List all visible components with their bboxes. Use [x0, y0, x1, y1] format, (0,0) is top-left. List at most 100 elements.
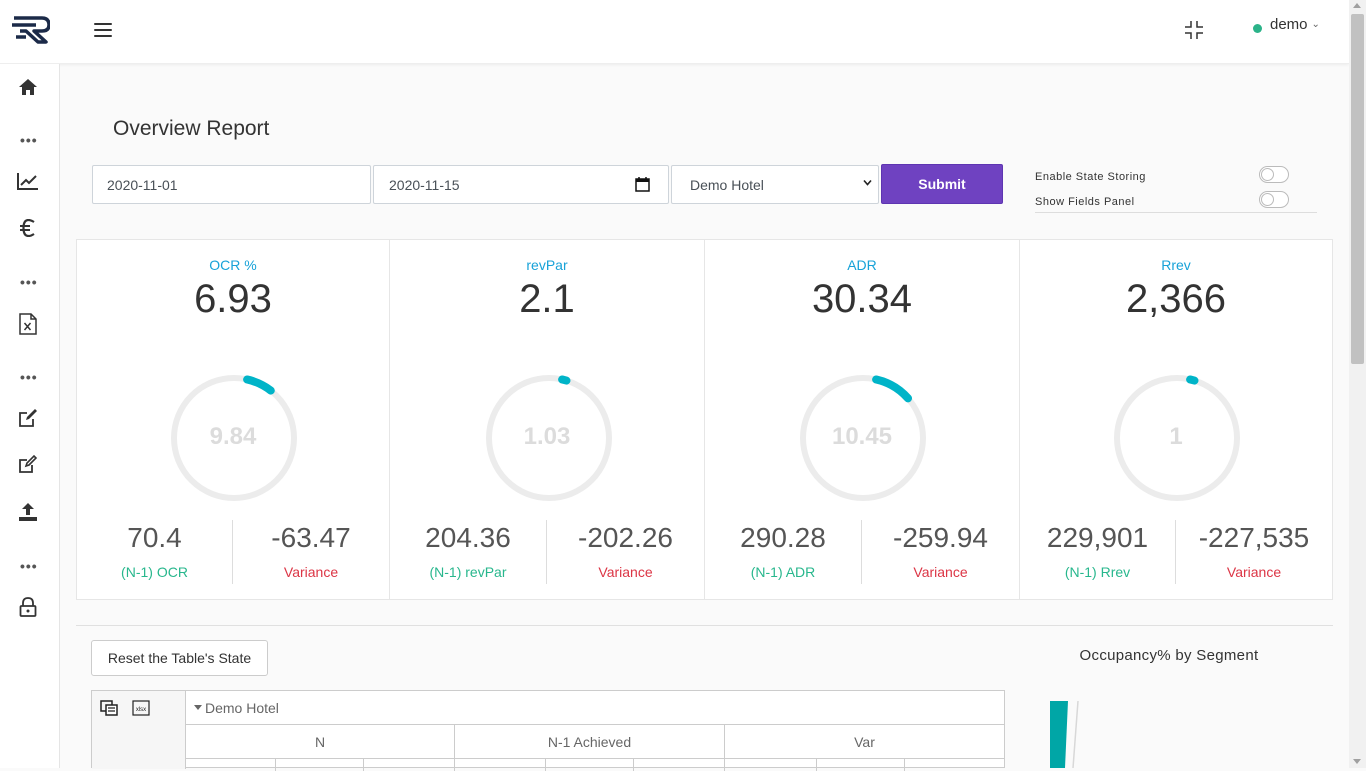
- n1-value: 229,901: [1046, 522, 1149, 553]
- toggle-divider: [1035, 212, 1317, 213]
- submit-button[interactable]: Submit: [881, 164, 1003, 204]
- copy-table-icon[interactable]: [100, 700, 118, 716]
- pivot-subheader-cell: [276, 759, 364, 771]
- sidebar-separator-dots: •••: [20, 558, 38, 574]
- excel-file-icon: [19, 313, 37, 335]
- kpi-n1: 290.28 (N-1) ADR: [705, 520, 862, 584]
- variance-value: -202.26: [578, 522, 673, 553]
- export-xlsx-icon[interactable]: xlsx: [132, 700, 150, 716]
- kpi-n1: 204.36 (N-1) revPar: [390, 520, 547, 584]
- state-storing-label: Enable State Storing: [1035, 171, 1146, 183]
- online-status-icon: [1253, 24, 1262, 33]
- pivot-column-var[interactable]: Var: [725, 725, 1004, 759]
- sidebar-item-excel[interactable]: [15, 312, 41, 336]
- n1-label: (N-1) OCR: [121, 564, 188, 580]
- exit-fullscreen-icon[interactable]: [1184, 20, 1204, 40]
- start-date-input[interactable]: 2020-11-01: [92, 165, 371, 204]
- segment-chart: [1050, 700, 1079, 768]
- fields-panel-toggle[interactable]: [1259, 191, 1289, 208]
- user-menu[interactable]: demo ⌄: [1253, 16, 1320, 33]
- menu-toggle-icon[interactable]: [94, 23, 112, 39]
- variance-label: Variance: [913, 564, 968, 580]
- euro-icon: [20, 219, 35, 237]
- kpi-n1: 229,901 (N-1) Rrev: [1020, 520, 1176, 584]
- pivot-subheader-cell: [364, 759, 455, 771]
- variance-label: Variance: [1226, 564, 1282, 580]
- scroll-up-icon[interactable]: [1353, 3, 1361, 8]
- toggle-knob: [1261, 168, 1274, 181]
- kpi-n1: 70.4 (N-1) OCR: [77, 520, 233, 584]
- variance-value: -259.94: [893, 522, 988, 553]
- n1-label: (N-1) ADR: [750, 564, 816, 580]
- sidebar-item-lock[interactable]: [15, 595, 41, 619]
- svg-text:xlsx: xlsx: [136, 707, 146, 713]
- pivot-column-n1-achieved[interactable]: N-1 Achieved: [455, 725, 725, 759]
- kpi-card-adr: ADR 30.34 10.45 290.28 (N-1) ADR -259.94…: [705, 240, 1020, 599]
- kpi-gauge: [171, 375, 297, 501]
- segment-bar: [1050, 701, 1068, 768]
- sidebar-separator-dots: •••: [20, 274, 38, 290]
- kpi-variance: -259.94 Variance: [862, 520, 1019, 584]
- n1-value: 70.4: [127, 522, 182, 553]
- sidebar-item-analytics[interactable]: [15, 169, 41, 193]
- kpi-card-revpar: revPar 2.1 1.03 204.36 (N-1) revPar -202…: [390, 240, 705, 599]
- pivot-table: xlsx Demo Hotel N N-1 Achieved Var: [91, 690, 1005, 771]
- scroll-down-icon[interactable]: [1353, 759, 1361, 764]
- kpi-label: ADR: [847, 257, 877, 273]
- sidebar-separator-dots: •••: [20, 369, 38, 385]
- calendar-icon[interactable]: [635, 177, 650, 192]
- gauge-center-value: 9.84: [209, 423, 257, 450]
- gauge-center-value: 10.45: [831, 423, 893, 450]
- sidebar-item-revenue[interactable]: [15, 216, 41, 240]
- kpi-label: revPar: [526, 257, 568, 273]
- sidebar-item-edit[interactable]: [15, 406, 41, 430]
- pivot-subheader-cell: [186, 759, 276, 771]
- kpi-value: 6.93: [194, 277, 272, 321]
- kpi-gauge: [486, 375, 612, 501]
- kpi-row: OCR % 6.93 9.84 70.4 (N-1) OCR -63.47 Va…: [76, 239, 1333, 600]
- pivot-subheader-cell: [634, 759, 725, 771]
- page-scrollbar[interactable]: [1349, 0, 1366, 768]
- n1-value: 204.36: [425, 522, 511, 553]
- kpi-value: 30.34: [811, 277, 913, 321]
- kpi-card-rrev: Rrev 2,366 1 229,901 (N-1) Rrev -227,535…: [1020, 240, 1332, 599]
- section-divider: [76, 625, 1333, 626]
- sidebar-item-home[interactable]: [15, 75, 41, 99]
- n1-label: (N-1) Rrev: [1064, 564, 1131, 580]
- segment-chart-title: Occupancy% by Segment: [1079, 647, 1259, 664]
- lock-icon: [19, 597, 37, 617]
- kpi-gauge: [1114, 375, 1240, 501]
- caret-down-icon: [194, 705, 202, 710]
- line-chart-icon: [17, 173, 38, 190]
- sidebar-item-upload[interactable]: [15, 500, 41, 524]
- sidebar-item-edit-alt[interactable]: [15, 452, 41, 476]
- chevron-down-icon: ⌄: [1311, 19, 1320, 30]
- page-title: Overview Report: [113, 117, 270, 140]
- pivot-hotel-label: Demo Hotel: [205, 699, 279, 716]
- pivot-subheader-cell: [817, 759, 905, 771]
- kpi-value: 2,366: [1125, 277, 1227, 321]
- scrollbar-thumb[interactable]: [1351, 14, 1364, 364]
- reset-table-state-button[interactable]: Reset the Table's State: [91, 640, 268, 676]
- pivot-column-n[interactable]: N: [186, 725, 455, 759]
- end-date-input[interactable]: 2020-11-15: [373, 165, 669, 204]
- kpi-value: 2.1: [519, 277, 575, 321]
- variance-label: Variance: [283, 564, 339, 580]
- sidebar: ••• ••• ••• •••: [0, 64, 60, 768]
- logo-icon[interactable]: [12, 16, 50, 44]
- sidebar-separator-dots: •••: [20, 132, 38, 148]
- toggle-knob: [1261, 193, 1274, 206]
- n1-value: 290.28: [740, 522, 826, 553]
- pivot-toolbar: xlsx: [92, 691, 186, 769]
- hotel-select[interactable]: Demo Hotel: [671, 165, 879, 204]
- start-date-value: 2020-11-01: [107, 176, 178, 193]
- variance-value: -63.47: [271, 522, 351, 553]
- user-name: demo: [1270, 16, 1308, 33]
- state-storing-toggle[interactable]: [1259, 166, 1289, 183]
- edit-icon: [19, 409, 37, 427]
- pivot-subheader-cell: [455, 759, 546, 771]
- hotel-select-value: Demo Hotel: [690, 176, 764, 193]
- pivot-hotel-header[interactable]: Demo Hotel: [186, 691, 1004, 725]
- segment-axis-line: [1072, 700, 1079, 768]
- top-bar: demo ⌄: [0, 0, 1349, 64]
